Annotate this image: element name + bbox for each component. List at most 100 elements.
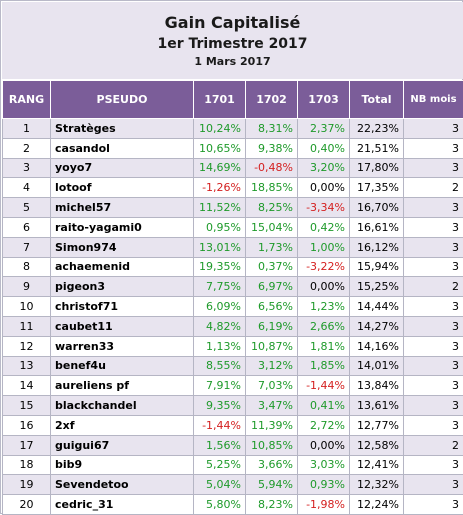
cell-1701: 4,82% bbox=[194, 316, 246, 336]
title-banner: Gain Capitalisé 1er Trimestre 2017 1 Mar… bbox=[2, 2, 463, 79]
cell-1701: 19,35% bbox=[194, 257, 246, 277]
cell-1702: 9,38% bbox=[246, 138, 298, 158]
cell-total: 13,84% bbox=[350, 376, 404, 396]
cell-1701: 0,95% bbox=[194, 217, 246, 237]
cell-pseudo: cedric_31 bbox=[51, 495, 194, 515]
cell-rang: 18 bbox=[3, 455, 51, 475]
cell-pseudo: bib9 bbox=[51, 455, 194, 475]
cell-pseudo: benef4u bbox=[51, 356, 194, 376]
cell-nb-mois: 3 bbox=[404, 455, 463, 475]
cell-1703: 0,41% bbox=[298, 396, 350, 416]
cell-total: 12,32% bbox=[350, 475, 404, 495]
cell-pseudo: warren33 bbox=[51, 336, 194, 356]
cell-total: 12,58% bbox=[350, 435, 404, 455]
cell-1703: 0,00% bbox=[298, 277, 350, 297]
cell-1702: 6,56% bbox=[246, 297, 298, 317]
table-header: RANG PSEUDO 1701 1702 1703 Total NB mois bbox=[3, 81, 463, 119]
cell-1701: 14,69% bbox=[194, 158, 246, 178]
cell-total: 12,24% bbox=[350, 495, 404, 515]
cell-rang: 15 bbox=[3, 396, 51, 416]
cell-rang: 20 bbox=[3, 495, 51, 515]
page-subtitle: 1er Trimestre 2017 bbox=[2, 36, 463, 52]
ranking-table: RANG PSEUDO 1701 1702 1703 Total NB mois… bbox=[2, 80, 463, 515]
cell-1703: 1,00% bbox=[298, 237, 350, 257]
cell-1701: 6,09% bbox=[194, 297, 246, 317]
cell-nb-mois: 3 bbox=[404, 198, 463, 218]
cell-nb-mois: 3 bbox=[404, 376, 463, 396]
cell-1702: 8,25% bbox=[246, 198, 298, 218]
cell-nb-mois: 2 bbox=[404, 277, 463, 297]
cell-nb-mois: 3 bbox=[404, 396, 463, 416]
cell-pseudo: aureliens pf bbox=[51, 376, 194, 396]
cell-rang: 5 bbox=[3, 198, 51, 218]
cell-pseudo: lotoof bbox=[51, 178, 194, 198]
cell-rang: 9 bbox=[3, 277, 51, 297]
cell-1702: -0,48% bbox=[246, 158, 298, 178]
column-header-rang: RANG bbox=[3, 81, 51, 119]
cell-1703: 3,03% bbox=[298, 455, 350, 475]
cell-total: 22,23% bbox=[350, 119, 404, 139]
cell-1701: 1,56% bbox=[194, 435, 246, 455]
cell-1702: 18,85% bbox=[246, 178, 298, 198]
cell-1703: 0,00% bbox=[298, 435, 350, 455]
cell-pseudo: 2xf bbox=[51, 415, 194, 435]
cell-1701: 5,80% bbox=[194, 495, 246, 515]
cell-rang: 14 bbox=[3, 376, 51, 396]
cell-total: 14,44% bbox=[350, 297, 404, 317]
cell-rang: 8 bbox=[3, 257, 51, 277]
cell-total: 12,77% bbox=[350, 415, 404, 435]
page-title: Gain Capitalisé bbox=[2, 13, 463, 32]
cell-1701: 13,01% bbox=[194, 237, 246, 257]
cell-1702: 15,04% bbox=[246, 217, 298, 237]
cell-1701: -1,26% bbox=[194, 178, 246, 198]
cell-1701: 1,13% bbox=[194, 336, 246, 356]
column-header-1703: 1703 bbox=[298, 81, 350, 119]
cell-pseudo: michel57 bbox=[51, 198, 194, 218]
cell-1702: 0,37% bbox=[246, 257, 298, 277]
cell-1703: 1,81% bbox=[298, 336, 350, 356]
cell-pseudo: blackchandel bbox=[51, 396, 194, 416]
cell-1701: -1,44% bbox=[194, 415, 246, 435]
cell-1703: -1,98% bbox=[298, 495, 350, 515]
column-header-1701: 1701 bbox=[194, 81, 246, 119]
cell-1702: 10,87% bbox=[246, 336, 298, 356]
cell-total: 15,25% bbox=[350, 277, 404, 297]
cell-1702: 8,23% bbox=[246, 495, 298, 515]
cell-1702: 8,31% bbox=[246, 119, 298, 139]
cell-1702: 3,66% bbox=[246, 455, 298, 475]
cell-pseudo: raito-yagami0 bbox=[51, 217, 194, 237]
column-header-1702: 1702 bbox=[246, 81, 298, 119]
cell-1702: 7,03% bbox=[246, 376, 298, 396]
cell-pseudo: guigui67 bbox=[51, 435, 194, 455]
cell-nb-mois: 3 bbox=[404, 356, 463, 376]
cell-rang: 2 bbox=[3, 138, 51, 158]
cell-nb-mois: 3 bbox=[404, 138, 463, 158]
cell-1703: 0,93% bbox=[298, 475, 350, 495]
cell-nb-mois: 3 bbox=[404, 217, 463, 237]
cell-1701: 7,75% bbox=[194, 277, 246, 297]
cell-pseudo: Sevendetoo bbox=[51, 475, 194, 495]
cell-1702: 5,94% bbox=[246, 475, 298, 495]
cell-1703: -3,22% bbox=[298, 257, 350, 277]
cell-rang: 19 bbox=[3, 475, 51, 495]
cell-total: 14,27% bbox=[350, 316, 404, 336]
cell-pseudo: caubet11 bbox=[51, 316, 194, 336]
cell-rang: 1 bbox=[3, 119, 51, 139]
cell-total: 14,16% bbox=[350, 336, 404, 356]
